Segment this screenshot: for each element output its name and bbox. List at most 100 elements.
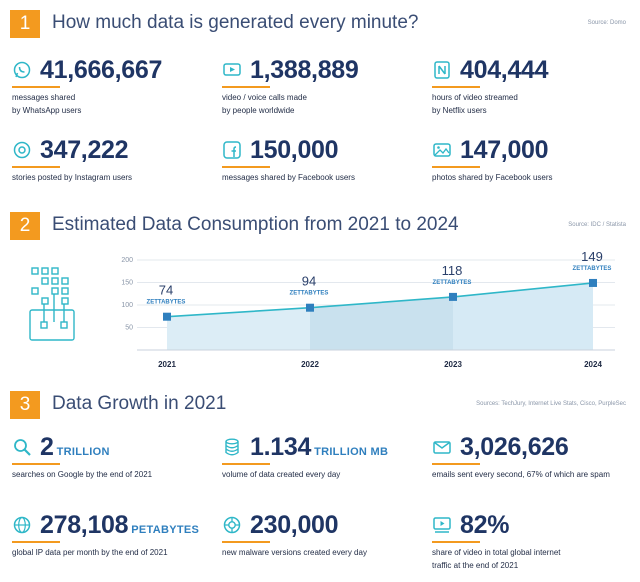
- data-unit-label: ZETTABYTES: [433, 280, 472, 286]
- stat-value: 278,108: [40, 511, 129, 539]
- stat-card: 3,026,626 emails sent every second, 67% o…: [432, 433, 632, 491]
- data-point: [449, 292, 457, 301]
- divider: [12, 166, 60, 168]
- stat-card: 82% share of video in total global intern…: [432, 511, 632, 570]
- video-call-icon: [222, 60, 242, 80]
- divider: [432, 166, 480, 168]
- source-note: Sources: TechJury, Internet Live Stats, …: [476, 401, 626, 407]
- stat-description: hours of video streamed by Netflix users: [432, 93, 518, 115]
- stat-unit: TRILLION: [56, 446, 110, 458]
- section-3-header: 3 Data Growth in 2021 Sources: TechJury,…: [10, 391, 630, 419]
- y-tick-label: 200: [121, 257, 133, 264]
- data-unit-label: ZETTABYTES: [290, 291, 329, 297]
- area-segment: [453, 282, 593, 350]
- area-segment: [310, 296, 453, 350]
- stat-card: 147,000 photos shared by Facebook users: [432, 136, 632, 194]
- x-tick-label: 2022: [301, 360, 319, 369]
- stat-description: searches on Google by the end of 2021: [12, 470, 153, 479]
- stat-value: 147,000: [460, 136, 549, 164]
- divider: [12, 86, 60, 88]
- email-icon: [432, 437, 452, 457]
- stat-description: messages shared by Facebook users: [222, 173, 355, 182]
- section-1-header: 1 How much data is generated every minut…: [10, 10, 630, 38]
- consumption-chart: 200 150 100 50 74 ZETTABYTES 2021 94 ZETTABYTES 2…: [121, 252, 615, 369]
- netflix-icon: [432, 60, 452, 80]
- stat-description: volume of data created every day: [222, 470, 341, 479]
- photo-icon: [432, 140, 452, 160]
- stat-value: 230,000: [250, 511, 339, 539]
- stat-card: 1,388,889 video / voice calls made by peo…: [222, 56, 422, 115]
- data-grid-icon: [26, 264, 82, 344]
- data-unit-label: ZETTABYTES: [573, 266, 612, 272]
- search-icon: [12, 437, 32, 457]
- y-tick-label: 50: [125, 325, 133, 332]
- stat-value: 82%: [460, 511, 510, 539]
- data-point: [306, 303, 314, 312]
- data-point: [589, 278, 597, 287]
- divider: [12, 463, 60, 465]
- stat-unit: TRILLION MB: [314, 446, 389, 458]
- divider: [222, 541, 270, 543]
- data-label: 74: [159, 283, 173, 298]
- section-title: Estimated Data Consumption from 2021 to …: [52, 214, 459, 235]
- stat-value: 1,388,889: [250, 56, 359, 84]
- stat-description: photos shared by Facebook users: [432, 173, 553, 182]
- instagram-icon: [12, 140, 32, 160]
- data-label: 149: [581, 252, 603, 264]
- stat-card: 41,666,667 messages shared by WhatsApp us…: [12, 56, 212, 115]
- stat-value: 404,444: [460, 56, 549, 84]
- stat-description: global IP data per month by the end of 2…: [12, 548, 168, 557]
- stat-card: 278,108 PETABYTES global IP data per month…: [12, 511, 212, 569]
- source-note: Source: Domo: [587, 20, 626, 26]
- data-label: 118: [442, 263, 463, 278]
- data-unit-label: ZETTABYTES: [147, 300, 186, 306]
- stat-card: 230,000 new malware versions created ever…: [222, 511, 422, 569]
- stat-value: 150,000: [250, 136, 339, 164]
- stat-value: 2: [40, 433, 54, 461]
- y-tick-label: 150: [121, 280, 133, 287]
- stat-description: share of video in total global internet …: [432, 548, 561, 570]
- stat-description: new malware versions created every day: [222, 548, 367, 557]
- section-title: How much data is generated every minute?: [52, 12, 419, 33]
- section-2-header: 2 Estimated Data Consumption from 2021 t…: [10, 212, 630, 240]
- x-tick-label: 2024: [584, 360, 602, 369]
- stat-description: stories posted by Instagram users: [12, 173, 133, 182]
- data-label: 94: [302, 274, 316, 289]
- stat-value: 347,222: [40, 136, 129, 164]
- stat-card: 150,000 messages shared by Facebook users: [222, 136, 422, 194]
- area-segment: [167, 307, 310, 350]
- x-tick-label: 2023: [444, 360, 462, 369]
- stat-description: messages shared by WhatsApp users: [12, 93, 82, 115]
- divider: [222, 86, 270, 88]
- stat-value: 3,026,626: [460, 433, 569, 461]
- divider: [12, 541, 60, 543]
- stat-description: emails sent every second, 67% of which a…: [432, 470, 610, 479]
- divider: [432, 541, 480, 543]
- y-tick-label: 100: [121, 302, 133, 309]
- facebook-icon: [222, 140, 242, 160]
- video-player-icon: [432, 515, 452, 535]
- stat-description: video / voice calls made by people world…: [222, 93, 307, 115]
- section-title: Data Growth in 2021: [52, 393, 227, 414]
- globe-icon: [12, 515, 32, 535]
- divider: [222, 166, 270, 168]
- source-note: Source: IDC / Statista: [568, 222, 626, 228]
- divider: [222, 463, 270, 465]
- stat-card: 2 TRILLION searches on Google by the end o…: [12, 433, 212, 491]
- stat-card: 347,222 stories posted by Instagram users: [12, 136, 212, 194]
- divider: [432, 86, 480, 88]
- series-line: [166, 282, 594, 318]
- section-number: 1: [10, 10, 40, 38]
- stat-card: 1.134 TRILLION MB volume of data created e…: [222, 433, 422, 491]
- stat-value: 1.134: [250, 433, 312, 461]
- section-number: 2: [10, 212, 40, 240]
- stat-value: 41,666,667: [40, 56, 163, 84]
- data-point: [163, 312, 171, 321]
- divider: [432, 463, 480, 465]
- malware-icon: [222, 515, 242, 535]
- whatsapp-icon: [12, 60, 32, 80]
- section-number: 3: [10, 391, 40, 419]
- database-icon: [222, 437, 242, 457]
- x-tick-label: 2021: [158, 360, 176, 369]
- stat-card: 404,444 hours of video streamed by Netfli…: [432, 56, 632, 115]
